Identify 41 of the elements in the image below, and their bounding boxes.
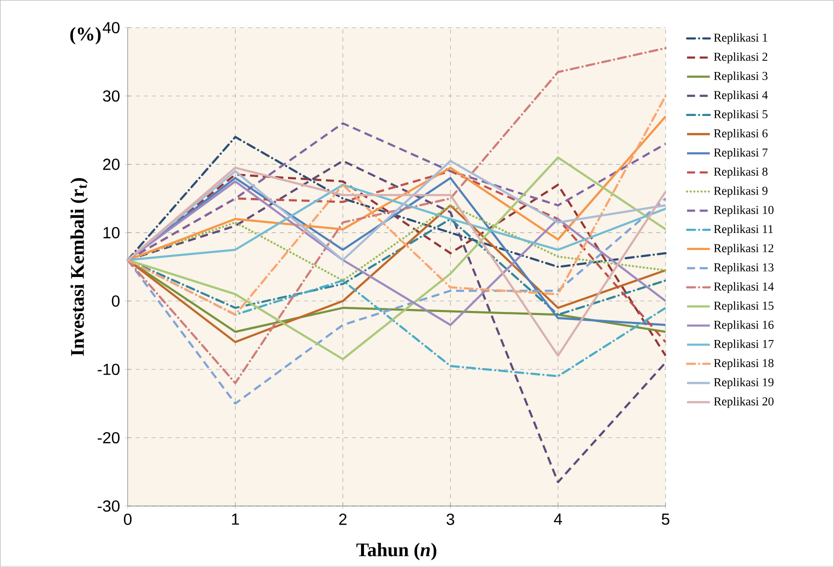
y-tick-label: -10 bbox=[98, 364, 120, 376]
legend-label: Replikasi 11 bbox=[714, 224, 773, 236]
text: (%) bbox=[70, 27, 101, 45]
legend-label: Replikasi 2 bbox=[714, 52, 768, 64]
x-tick-label: 4 bbox=[554, 514, 562, 525]
x-tick-label: 5 bbox=[662, 514, 670, 525]
legend-label: Replikasi 3 bbox=[714, 72, 768, 83]
legend-label: Replikasi 8 bbox=[714, 167, 768, 178]
y-tick-label: 30 bbox=[102, 90, 120, 102]
line-series bbox=[126, 198, 667, 405]
legend-label: Replikasi 6 bbox=[714, 129, 768, 140]
x-tick-label: 1 bbox=[232, 514, 239, 525]
y-tick-label: -20 bbox=[98, 432, 120, 444]
legend-label: Replikasi 12 bbox=[714, 244, 774, 255]
line-series bbox=[126, 184, 667, 262]
line-series bbox=[126, 95, 667, 316]
legend-label: Replikasi 10 bbox=[714, 206, 774, 217]
y-tick-label: 10 bbox=[104, 227, 120, 238]
y-tick-label: 40 bbox=[102, 22, 120, 34]
y-tick-label: -30 bbox=[98, 500, 120, 512]
legend-label: Replikasi 14 bbox=[714, 282, 774, 294]
x-axis-title: Tahun (n) bbox=[356, 542, 436, 560]
y-tick-label: 0 bbox=[112, 295, 120, 307]
legend-label: Replikasi 16 bbox=[714, 320, 774, 332]
legend-label: Replikasi 20 bbox=[714, 397, 774, 408]
x-tick-label: 3 bbox=[446, 514, 454, 526]
legend-label: Replikasi 1 bbox=[714, 33, 768, 44]
legend-label: Replikasi 7 bbox=[714, 148, 768, 160]
legend-label: Replikasi 13 bbox=[714, 263, 774, 274]
legend-label: Replikasi 4 bbox=[714, 90, 768, 102]
legend-label: Replikasi 19 bbox=[714, 378, 774, 389]
y-axis-title: Investasi Kembali (r$_{t}$) bbox=[70, 178, 88, 356]
x-tick-label: 2 bbox=[339, 514, 347, 525]
legend-label: Replikasi 17 bbox=[714, 340, 774, 351]
legend-label: Replikasi 18 bbox=[714, 358, 774, 370]
legend-label: Replikasi 9 bbox=[714, 186, 768, 198]
legend-label: Replikasi 15 bbox=[714, 301, 774, 312]
y-tick-label: 20 bbox=[103, 158, 120, 170]
legend-label: Replikasi 5 bbox=[714, 110, 768, 121]
x-tick-label: 0 bbox=[124, 514, 132, 526]
line-series bbox=[126, 47, 667, 384]
